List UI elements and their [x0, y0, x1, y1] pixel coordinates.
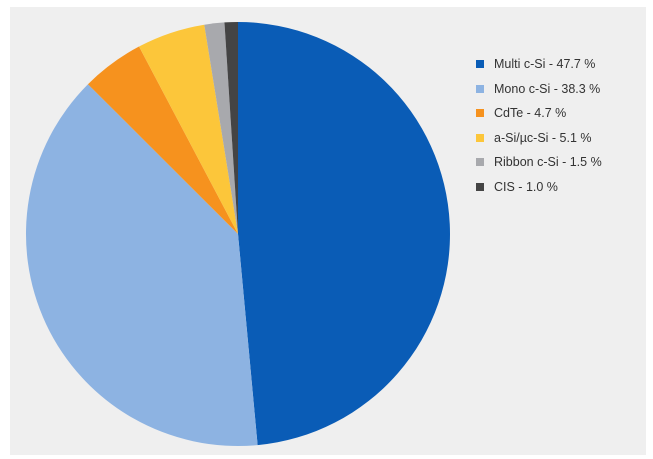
legend-item: CdTe - 4.7 %	[476, 101, 646, 126]
legend-swatch	[476, 182, 484, 191]
legend-swatch	[476, 133, 484, 142]
legend-swatch	[476, 158, 484, 167]
legend-label: CIS - 1.0 %	[494, 179, 558, 194]
legend-swatch	[476, 109, 484, 118]
legend-swatch	[476, 60, 484, 69]
legend-item: a-Si/µc-Si - 5.1 %	[476, 126, 646, 151]
legend-label: CdTe - 4.7 %	[494, 106, 567, 121]
legend-item: Ribbon c-Si - 1.5 %	[476, 150, 646, 175]
pie-slice-5	[224, 21, 238, 234]
pie-slice-1	[25, 84, 258, 447]
pie-slice-0	[238, 22, 450, 446]
legend-label: Mono c-Si - 38.3 %	[494, 81, 601, 96]
legend-swatch	[476, 84, 484, 93]
legend-item: Multi c-Si - 47.7 %	[476, 52, 646, 77]
legend-item: CIS - 1.0 %	[476, 175, 646, 200]
pie-slice-4	[204, 22, 238, 235]
legend-label: Ribbon c-Si - 1.5 %	[494, 155, 602, 170]
legend-label: a-Si/µc-Si - 5.1 %	[494, 130, 592, 145]
pie-slice-3	[139, 24, 238, 235]
pie-slice-2	[87, 46, 238, 234]
legend: Multi c-Si - 47.7 % Mono c-Si - 38.3 % CdT…	[476, 52, 646, 199]
legend-label: Multi c-Si - 47.7 %	[494, 57, 596, 72]
legend-item: Mono c-Si - 38.3 %	[476, 77, 646, 102]
